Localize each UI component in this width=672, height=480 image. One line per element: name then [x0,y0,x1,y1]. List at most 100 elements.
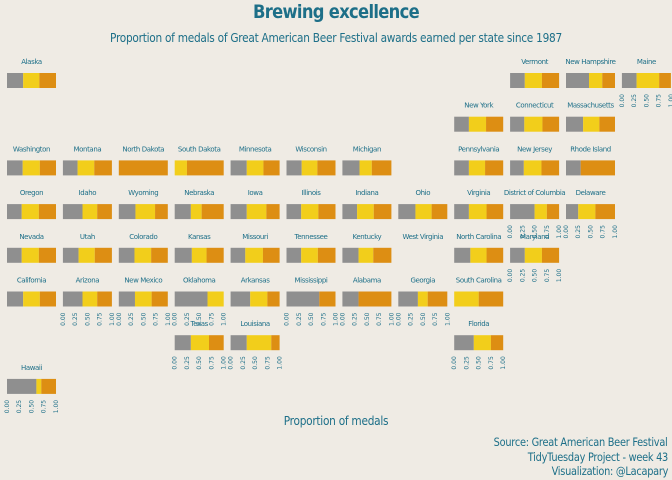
x-tick-label: 0.00 [507,225,514,239]
bar-segment-silver [23,73,40,88]
state-label: Indiana [355,189,378,197]
bar-segment-bronze [342,160,360,176]
x-tick-label: 0.25 [575,225,582,239]
bar-segment-gold [427,291,448,307]
x-tick-label: 0.25 [16,400,23,414]
x-tick-label: 0.25 [240,356,247,370]
state-label: Kentucky [353,233,382,241]
x-tick-label: 0.75 [208,312,215,326]
bar-segment-gold [595,204,615,220]
bar-segment-silver [357,204,374,220]
x-tick-label: 0.50 [308,312,315,326]
x-tick-label: 0.25 [72,312,79,326]
x-tick-label: 1.00 [277,356,284,370]
bar-segment-bronze [7,247,22,263]
bar-segment-silver [578,204,596,220]
bar-segment-bronze [454,247,471,263]
bar-segment-bronze [118,247,135,263]
panel-nevada: Nevada [7,233,56,263]
bar-segment-silver [473,335,491,351]
bar-segment-bronze [510,247,525,263]
x-tick-label: 0.50 [532,269,539,283]
chart-title: Brewing excellence [252,1,420,23]
panel-district-of-columbia: District of Columbia 0.00 0.25 0.50 0.75 1.00 [504,189,566,239]
bar-segment-gold [659,73,671,88]
panel-west-virginia: West Virginia [402,233,443,241]
bar-segment-gold [39,291,56,307]
panel-arizona: Arizona 0.00 0.25 0.50 0.75 1.00 [60,277,116,326]
bar-segment-gold [38,204,56,220]
bar-segment-gold [373,204,392,220]
bar-segment-bronze [7,378,37,394]
state-label: Vermont [521,58,548,66]
bar-segment-gold [319,291,336,307]
panel-virginia: Virginia [454,189,504,220]
bar-segment-bronze [510,116,525,132]
bar-segment-silver [78,247,95,263]
panel-washington: Washington [7,145,56,176]
bar-segment-silver [470,247,487,263]
bar-segment-bronze [342,204,358,220]
bar-segment-silver [134,291,152,307]
panel-oregon: Oregon [7,189,56,220]
bar-segment-gold [209,335,224,351]
bar-segment-silver [245,247,263,263]
bar-segment-bronze [454,116,469,132]
x-tick-label: 0.00 [60,312,67,326]
state-label: Kansas [188,233,211,241]
panel-new-jersey: New Jersey [510,145,560,176]
state-label: Tennessee [294,233,328,241]
bar-segment-gold [118,160,168,176]
x-axis-title: Proportion of medals [283,414,389,428]
panel-new-hampshire: New Hampshire [565,58,616,88]
state-label: District of Columbia [504,189,565,197]
bar-segment-silver [191,247,207,263]
bar-segment-silver [468,116,487,132]
state-label: Colorado [129,233,157,241]
x-tick-label: 0.25 [128,312,135,326]
state-label: North Carolina [456,233,501,241]
chart-subtitle: Proportion of medals of Great American B… [110,31,562,45]
panel-alaska: Alaska [7,58,56,88]
bar-segment-bronze [566,116,584,132]
panel-iowa: Iowa [230,189,280,220]
panel-california: California [7,277,56,307]
bar-segment-bronze [174,291,208,307]
x-tick-label: 0.50 [196,312,203,326]
bar-segment-gold [486,204,504,220]
bar-segment-gold [186,160,224,176]
bar-segment-gold [317,160,336,176]
x-tick-label: 0.50 [84,312,91,326]
bar-segment-bronze [174,335,191,351]
bar-segment-gold [262,247,280,263]
bar-segment-gold [541,247,560,263]
bar-segment-gold [206,247,224,263]
state-label: Florida [468,320,489,328]
panel-hawaii: Hawaii 0.00 0.25 0.50 0.75 1.00 [4,364,60,413]
x-tick-label: 0.00 [116,312,123,326]
bar-segment-bronze [7,204,22,220]
bar-segment-bronze [174,247,192,263]
state-label: Wisconsin [295,145,326,153]
bar-segment-silver [523,160,542,176]
bar-segment-gold [317,247,336,263]
bar-segment-silver [468,204,487,220]
panel-maine: Maine 0.00 0.25 0.50 0.75 1.00 [619,58,672,107]
x-tick-label: 0.50 [532,225,539,239]
x-tick-label: 0.25 [631,94,638,108]
x-tick-label: 0.50 [476,356,483,370]
panel-arkansas: Arkansas [230,277,280,307]
bar-segment-bronze [230,291,251,307]
bar-segment-silver [246,335,272,351]
panel-texas: Texas 0.00 0.25 0.50 0.75 1.00 [172,320,228,369]
bar-segment-gold [263,160,280,176]
state-label: Hawaii [21,364,43,372]
x-tick-label: 0.00 [172,356,179,370]
state-label: Maryland [520,233,549,241]
state-label: Connecticut [516,102,554,110]
x-tick-label: 1.00 [668,94,672,108]
panel-colorado: Colorado [118,233,168,263]
bar-segment-silver [82,204,98,220]
bar-segment-gold [94,247,112,263]
bar-segment-gold [546,204,560,220]
